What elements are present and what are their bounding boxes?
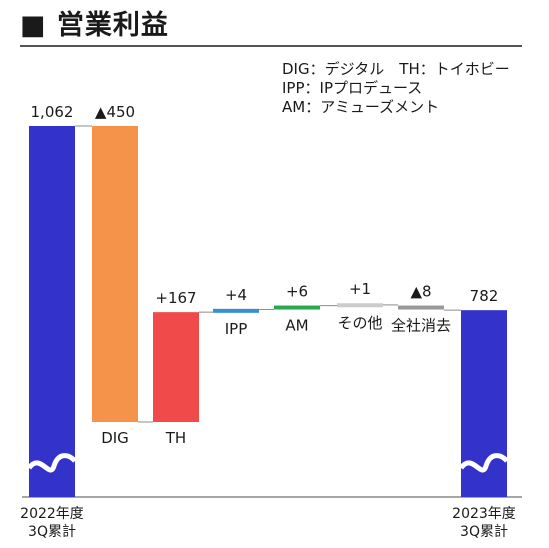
value-label-elim: ▲8 [410, 283, 431, 301]
axis-break-end [458, 453, 509, 473]
legend-line-2: IPP：IPプロデュース [282, 79, 423, 97]
category-label-ipp: IPP [225, 320, 248, 338]
legend: DIG：デジタル TH：トイホビー IPP：IPプロデュース AM：アミューズメ… [282, 60, 510, 117]
category-label-start-1: 2022年度 [20, 506, 84, 522]
category-label-end-1: 2023年度 [452, 506, 516, 522]
value-label-dig: ▲450 [95, 103, 135, 121]
category-label-elim: 全社消去 [391, 317, 451, 335]
title-divider [20, 45, 522, 47]
category-label-other: その他 [337, 314, 382, 332]
page-title: ■ 営業利益 [20, 10, 169, 41]
bar-ipp [213, 308, 259, 313]
bar-am [274, 305, 320, 310]
category-label-am: AM [285, 317, 308, 335]
category-label-start-2: 3Q累計 [28, 524, 76, 540]
category-label-end-2: 3Q累計 [460, 524, 508, 540]
bar-elim [398, 305, 444, 310]
bar-th [153, 312, 199, 422]
bar-dig [92, 126, 138, 422]
bar-other [337, 303, 383, 308]
value-label-other: +1 [349, 280, 371, 298]
axis-break-start [26, 453, 77, 473]
legend-line-3: AM：アミューズメント [282, 98, 440, 116]
value-label-start: 1,062 [31, 103, 74, 121]
value-label-am: +6 [286, 283, 308, 301]
category-label-dig: DIG [101, 429, 129, 447]
category-label-th: TH [165, 429, 186, 447]
bar-start [29, 126, 75, 497]
value-label-th: +167 [155, 289, 196, 307]
value-label-end: 782 [470, 287, 499, 305]
legend-line-1: DIG：デジタル TH：トイホビー [282, 60, 510, 78]
value-label-ipp: +4 [225, 286, 247, 304]
